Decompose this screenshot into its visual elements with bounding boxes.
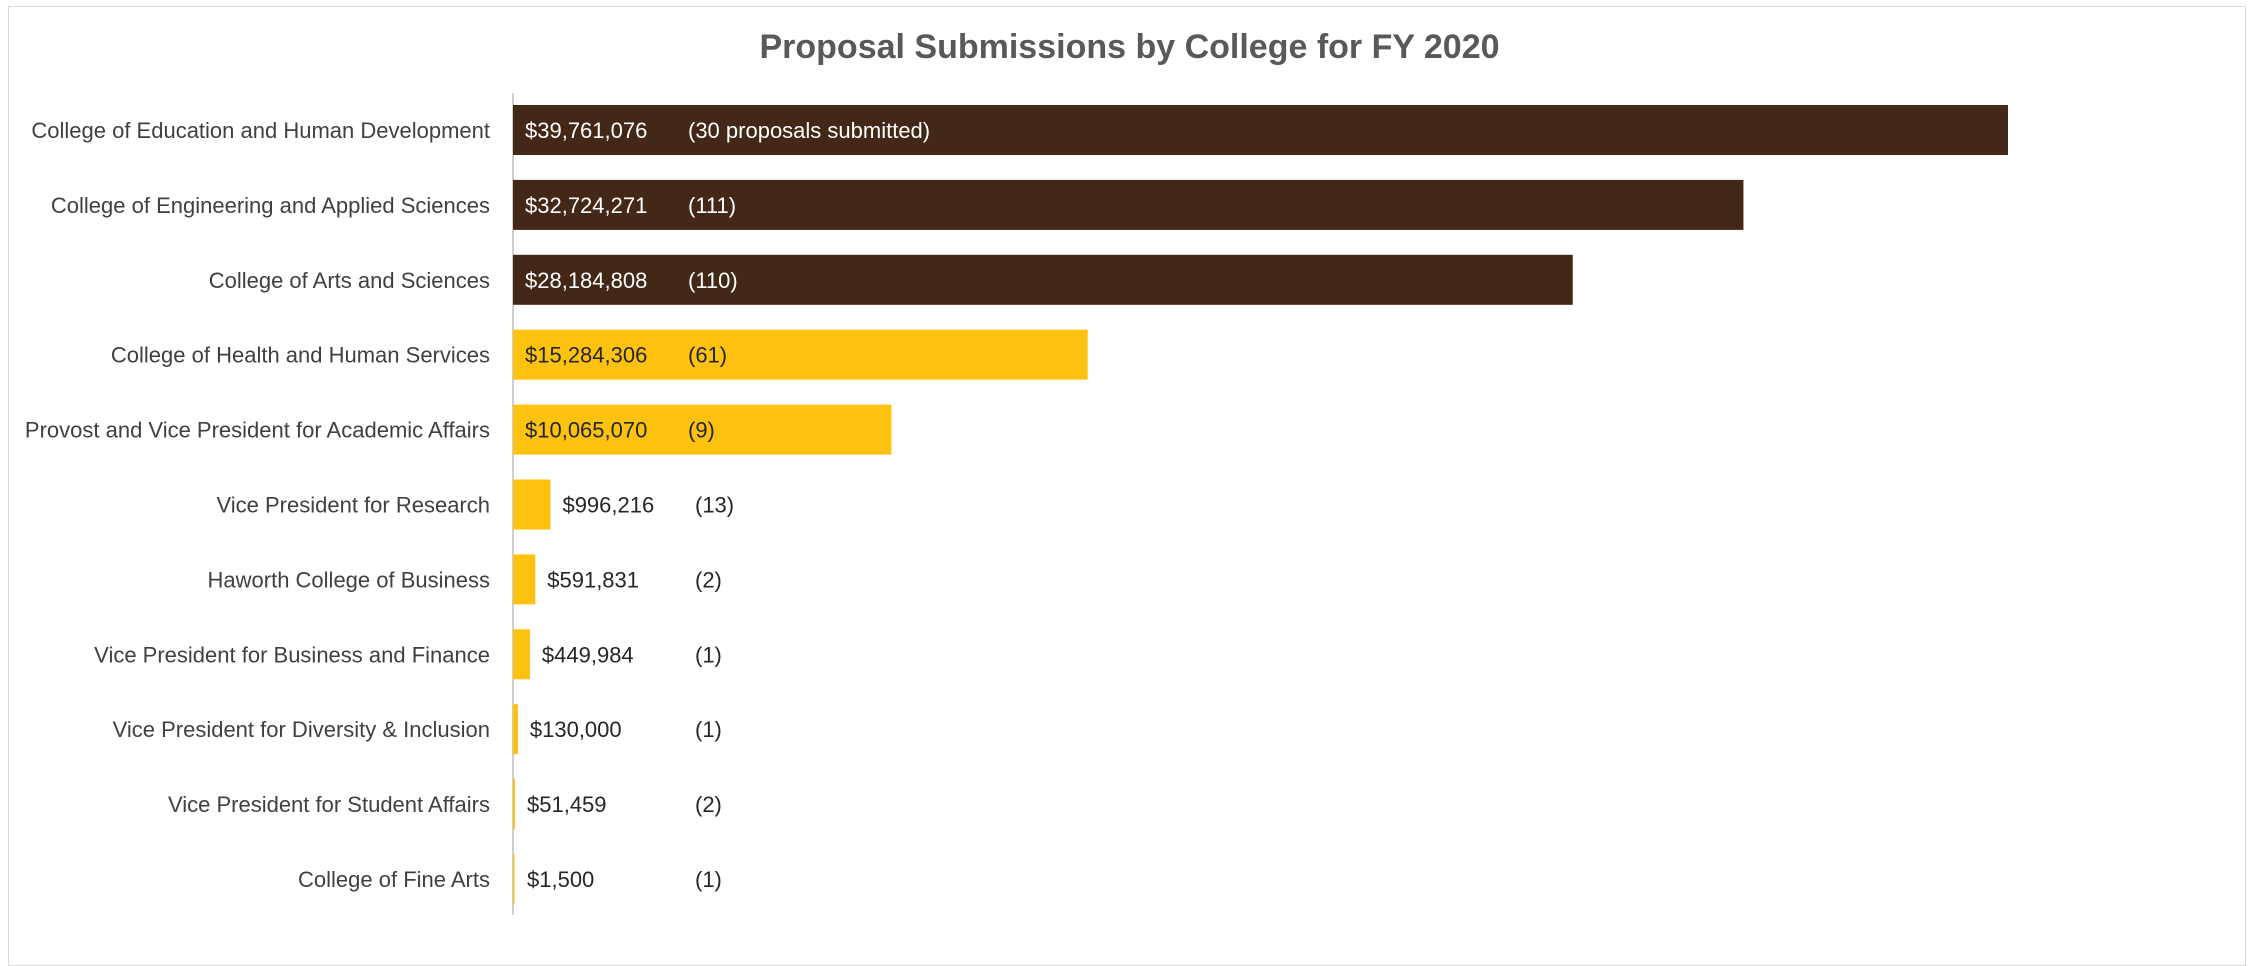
- count-label: (13): [695, 493, 734, 518]
- bar: [513, 779, 515, 830]
- value-label: $10,065,070: [525, 418, 647, 443]
- chart-title: Proposal Submissions by College for FY 2…: [759, 28, 1500, 66]
- bar: [513, 329, 1088, 380]
- count-label: (110): [688, 268, 738, 293]
- value-label: $51,459: [527, 792, 607, 817]
- bar: [513, 704, 518, 755]
- count-label: (2): [695, 567, 722, 592]
- value-label: $449,984: [542, 642, 634, 667]
- category-label: Vice President for Student Affairs: [168, 792, 490, 817]
- bar: [513, 254, 1573, 305]
- category-label: College of Education and Human Developme…: [31, 118, 490, 143]
- value-label: $591,831: [547, 567, 639, 592]
- category-label: College of Health and Human Services: [111, 343, 490, 368]
- count-label: (111): [688, 193, 736, 218]
- bar: [513, 554, 536, 605]
- count-label: (1): [695, 642, 722, 667]
- value-label: $996,216: [562, 493, 654, 518]
- bar-chart: College of Education and Human Developme…: [25, 93, 2009, 915]
- value-label: $130,000: [530, 717, 622, 742]
- value-label: $39,761,076: [525, 118, 647, 143]
- category-label: Vice President for Research: [216, 493, 490, 518]
- bar: [513, 404, 892, 455]
- value-label: $1,500: [527, 867, 594, 892]
- count-label: (1): [695, 717, 722, 742]
- count-label: (2): [695, 792, 722, 817]
- count-label: (61): [688, 343, 727, 368]
- bar: [513, 854, 515, 904]
- count-label: (1): [695, 867, 722, 892]
- bar: [513, 629, 530, 680]
- bar: [513, 479, 551, 530]
- count-label: (30 proposals submitted): [688, 118, 930, 143]
- category-label: Vice President for Diversity & Inclusion: [113, 717, 490, 742]
- category-label: Provost and Vice President for Academic …: [25, 418, 490, 443]
- bar: [513, 105, 2009, 155]
- category-label: College of Arts and Sciences: [209, 268, 490, 293]
- value-label: $28,184,808: [525, 268, 647, 293]
- value-label: $15,284,306: [525, 343, 647, 368]
- category-label: Vice President for Business and Finance: [94, 642, 490, 667]
- bar: [513, 179, 1744, 230]
- category-label: College of Fine Arts: [298, 867, 490, 892]
- category-label: Haworth College of Business: [208, 567, 490, 592]
- value-label: $32,724,271: [525, 193, 647, 218]
- category-label: College of Engineering and Applied Scien…: [51, 193, 490, 218]
- count-label: (9): [688, 418, 715, 443]
